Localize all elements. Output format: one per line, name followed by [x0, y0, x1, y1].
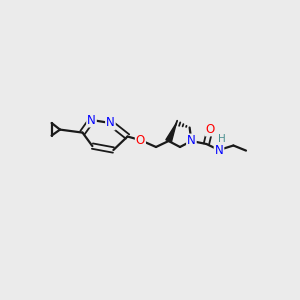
Text: O: O — [136, 134, 145, 147]
Text: O: O — [206, 122, 214, 136]
Text: N: N — [214, 143, 224, 157]
Text: N: N — [187, 134, 196, 148]
Text: H: H — [218, 134, 225, 144]
Text: N: N — [87, 113, 96, 127]
Text: N: N — [106, 116, 115, 130]
Polygon shape — [166, 123, 176, 142]
